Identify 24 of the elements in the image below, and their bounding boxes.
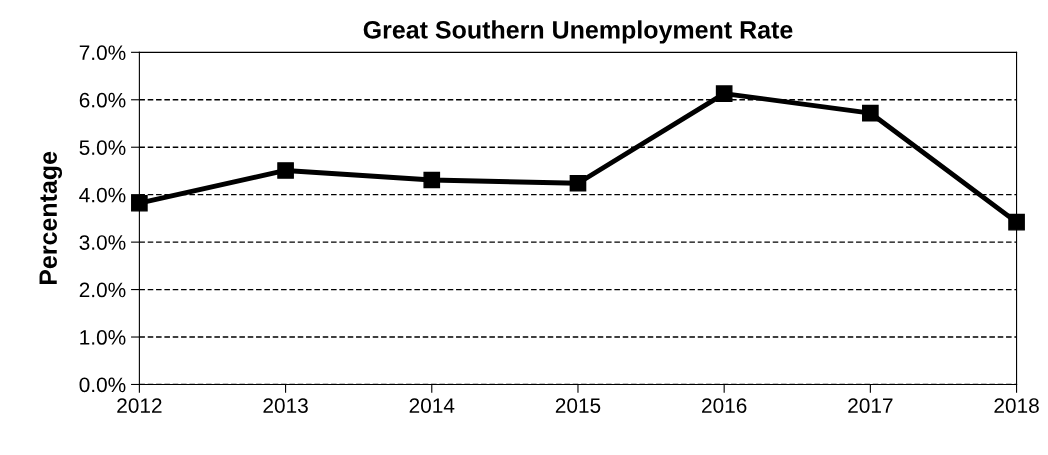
x-tick-label: 2015	[555, 398, 601, 413]
chart-title: Great Southern Unemployment Rate	[363, 20, 793, 44]
point	[423, 171, 441, 189]
point	[131, 194, 148, 212]
x-tick-label: 2017	[848, 398, 893, 413]
x-tick-label: 2014	[409, 398, 455, 413]
y-tick-label: 1.0%	[80, 330, 126, 345]
point	[862, 104, 879, 122]
x-tick-label: 2013	[263, 398, 308, 413]
y-tick-label: 6.0%	[79, 92, 126, 108]
y-tick-label: 3.0%	[79, 235, 126, 250]
point	[569, 174, 587, 192]
y-tick-label: 2.0%	[79, 282, 126, 298]
y-tick-label: 5.0%	[79, 140, 126, 155]
point	[277, 162, 294, 179]
x-tick-label: 2016	[702, 398, 747, 413]
point	[1008, 213, 1025, 231]
y-tick-label: 4.0%	[79, 187, 126, 203]
x-tick-label: 2018	[994, 398, 1039, 413]
y-axis-title: Percentage	[39, 151, 63, 285]
x-tick-label: 2012	[117, 398, 162, 413]
y-tick-label: 0.0%	[79, 377, 126, 393]
y-tick-label: 7.0%	[79, 45, 126, 61]
point	[715, 85, 733, 102]
